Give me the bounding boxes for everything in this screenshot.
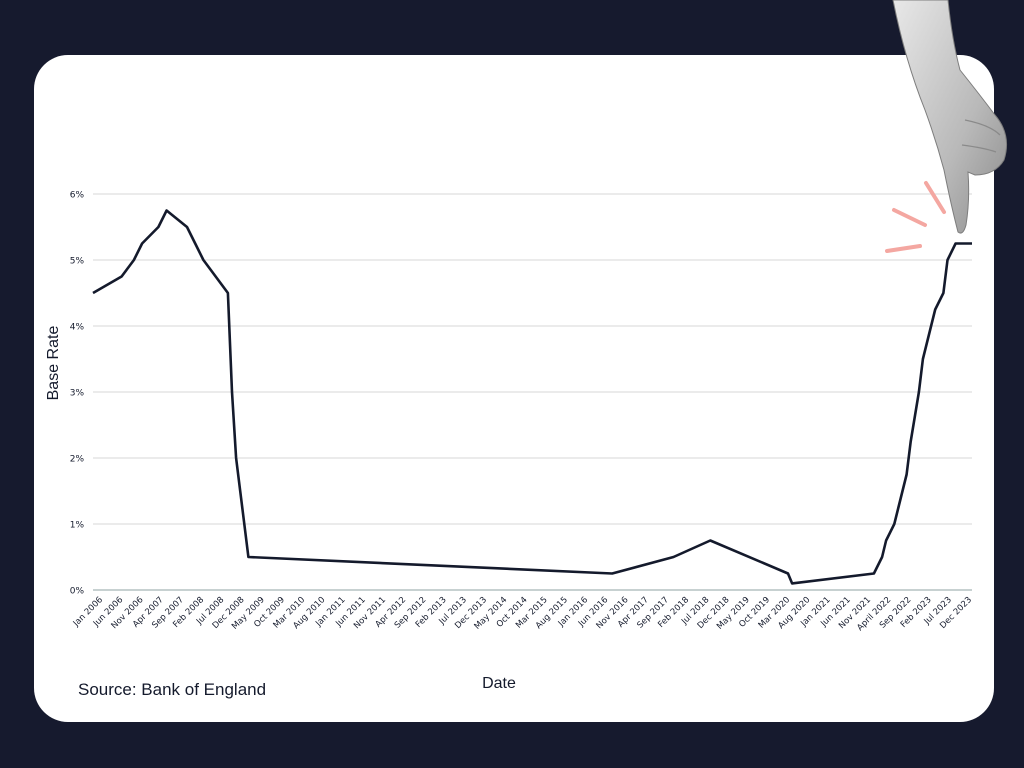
x-axis-label: Date (482, 675, 516, 692)
y-tick-label: 5% (70, 257, 85, 267)
y-tick-label: 0% (70, 587, 85, 597)
y-tick-label: 6% (70, 191, 85, 201)
y-tick-label: 1% (70, 521, 85, 531)
chart-card (34, 55, 994, 722)
emphasis-marks-icon (885, 181, 946, 253)
y-axis-label: Base Rate (45, 326, 62, 401)
y-tick-label: 4% (70, 323, 85, 333)
series-line (92, 209, 972, 585)
y-tick-label: 2% (70, 455, 85, 465)
gridlines (93, 193, 972, 591)
y-tick-label: 3% (70, 389, 85, 399)
source-note: Source: Bank of England (78, 680, 267, 699)
y-tick-labels: 0% 1% 2% 3% 4% 5% 6% (70, 191, 85, 597)
